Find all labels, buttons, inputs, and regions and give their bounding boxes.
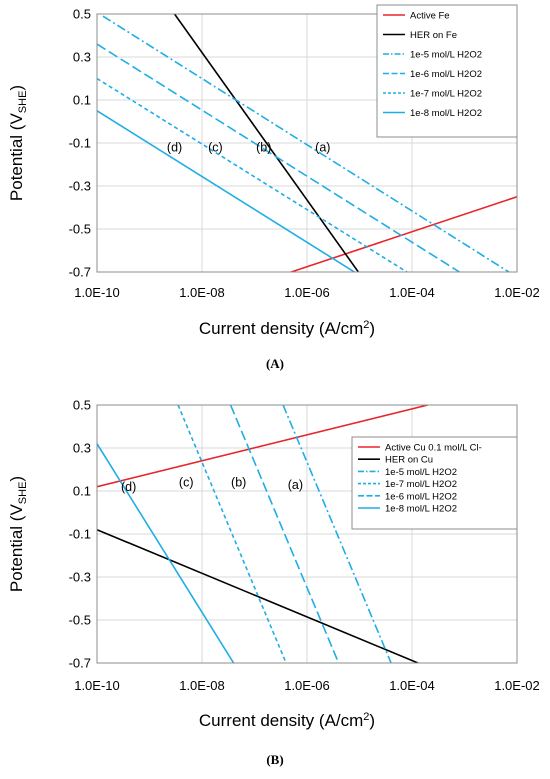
p2-y-tick-label: -0.3	[69, 570, 91, 585]
p1-annotation-label: (d)	[167, 141, 182, 155]
p1-series-line-6	[97, 110, 355, 272]
p2-y-tick-label: 0.3	[73, 441, 91, 456]
p2-series-line-4	[177, 405, 287, 663]
p1-legend	[376, 4, 518, 138]
p2-annotation-label: (b)	[231, 476, 246, 490]
p1-plot-border	[96, 13, 518, 273]
p2-y-tick-label: -0.5	[69, 613, 91, 628]
p1-legend-entry: 1e-6 mol/L H2O2	[410, 69, 482, 80]
chart-a: 0.5 0.3 0.1 -0.1 -0.3 -0.5 -0.7 1.0E-10 1.0E-08 1…	[7, 4, 540, 371]
p1-series-line-2	[173, 14, 359, 272]
p1-series-line-3	[102, 15, 510, 272]
p1-x-tick-label: 1.0E-04	[389, 285, 435, 300]
p2-y-tick-label: 0.1	[73, 484, 91, 499]
p1-legend-entry: 1e-8 mol/L H2O2	[410, 108, 482, 119]
p1-x-tick-label: 1.0E-02	[494, 285, 540, 300]
p2-plot-border	[96, 404, 518, 664]
p1-y-tick-label: 0.1	[73, 93, 91, 108]
p2-x-tick-label: 1.0E-06	[284, 678, 330, 693]
p2-y-axis-title: Potential (VSHE)	[7, 476, 29, 592]
p1-x-tick-label: 1.0E-06	[284, 285, 330, 300]
p1-x-axis-title: Current density (A/cm2)	[199, 319, 375, 338]
p1-y-axis-title: Potential (VSHE)	[7, 85, 29, 201]
p2-series-line-3	[282, 405, 392, 663]
p1-legend-entry: 1e-7 mol/L H2O2	[410, 89, 482, 100]
p2-legend-entry: HER on Cu	[385, 455, 433, 466]
p1-x-tick-label: 1.0E-10	[74, 285, 120, 300]
p2-x-tick-label: 1.0E-04	[389, 678, 435, 693]
p2-panel-label: (B)	[266, 752, 283, 767]
p2-annotation-label: (a)	[288, 478, 303, 492]
p2-legend-entry: 1e-5 mol/L H2O2	[385, 467, 457, 478]
p2-x-tick-label: 1.0E-08	[179, 678, 225, 693]
p1-series-line-4	[97, 43, 460, 272]
p2-y-tick-label: -0.1	[69, 527, 91, 542]
p2-legend-entry: Active Cu 0.1 mol/L Cl-	[385, 443, 482, 454]
p1-y-tick-label: -0.1	[69, 136, 91, 151]
p2-y-tick-label: -0.7	[69, 656, 91, 671]
p2-annotation-label: (c)	[179, 476, 194, 490]
p2-x-axis-title: Current density (A/cm2)	[199, 711, 375, 730]
p2-x-tick-label: 1.0E-02	[494, 678, 540, 693]
p2-series-line-2	[97, 528, 419, 663]
p2-y-tick-label: 0.5	[73, 398, 91, 413]
p2-series-line-5	[229, 405, 340, 663]
p1-y-tick-label: -0.5	[69, 222, 91, 237]
p1-y-tick-label: 0.3	[73, 50, 91, 65]
p1-legend-entry: Active Fe	[410, 11, 450, 22]
p2-x-tick-label: 1.0E-10	[74, 678, 120, 693]
p1-legend-entry: HER on Fe	[410, 30, 457, 41]
p1-y-tick-label: 0.5	[73, 7, 91, 22]
p1-annotation-label: (b)	[256, 141, 271, 155]
p2-series-line-6	[97, 443, 235, 663]
chart-b: 0.5 0.3 0.1 -0.1 -0.3 -0.5 -0.7 1.0E-10 1.0E-08 1…	[7, 398, 540, 768]
p1-panel-label: (A)	[266, 356, 284, 371]
p1-series-line-5	[97, 77, 408, 272]
p1-x-tick-label: 1.0E-08	[179, 285, 225, 300]
p2-annotation-label: (d)	[121, 480, 136, 494]
p2-legend-entry: 1e-8 mol/L H2O2	[385, 504, 457, 515]
p2-legend-entry: 1e-7 mol/L H2O2	[385, 479, 457, 490]
p1-annotation-label: (a)	[315, 141, 330, 155]
p1-y-tick-label: -0.3	[69, 179, 91, 194]
p1-y-tick-label: -0.7	[69, 265, 91, 280]
p1-legend-entry: 1e-5 mol/L H2O2	[410, 50, 482, 61]
p1-series-line-1	[290, 195, 517, 272]
p2-series-line-1	[97, 405, 428, 488]
p1-annotation-label: (c)	[208, 141, 223, 155]
p2-legend-entry: 1e-6 mol/L H2O2	[385, 491, 457, 502]
